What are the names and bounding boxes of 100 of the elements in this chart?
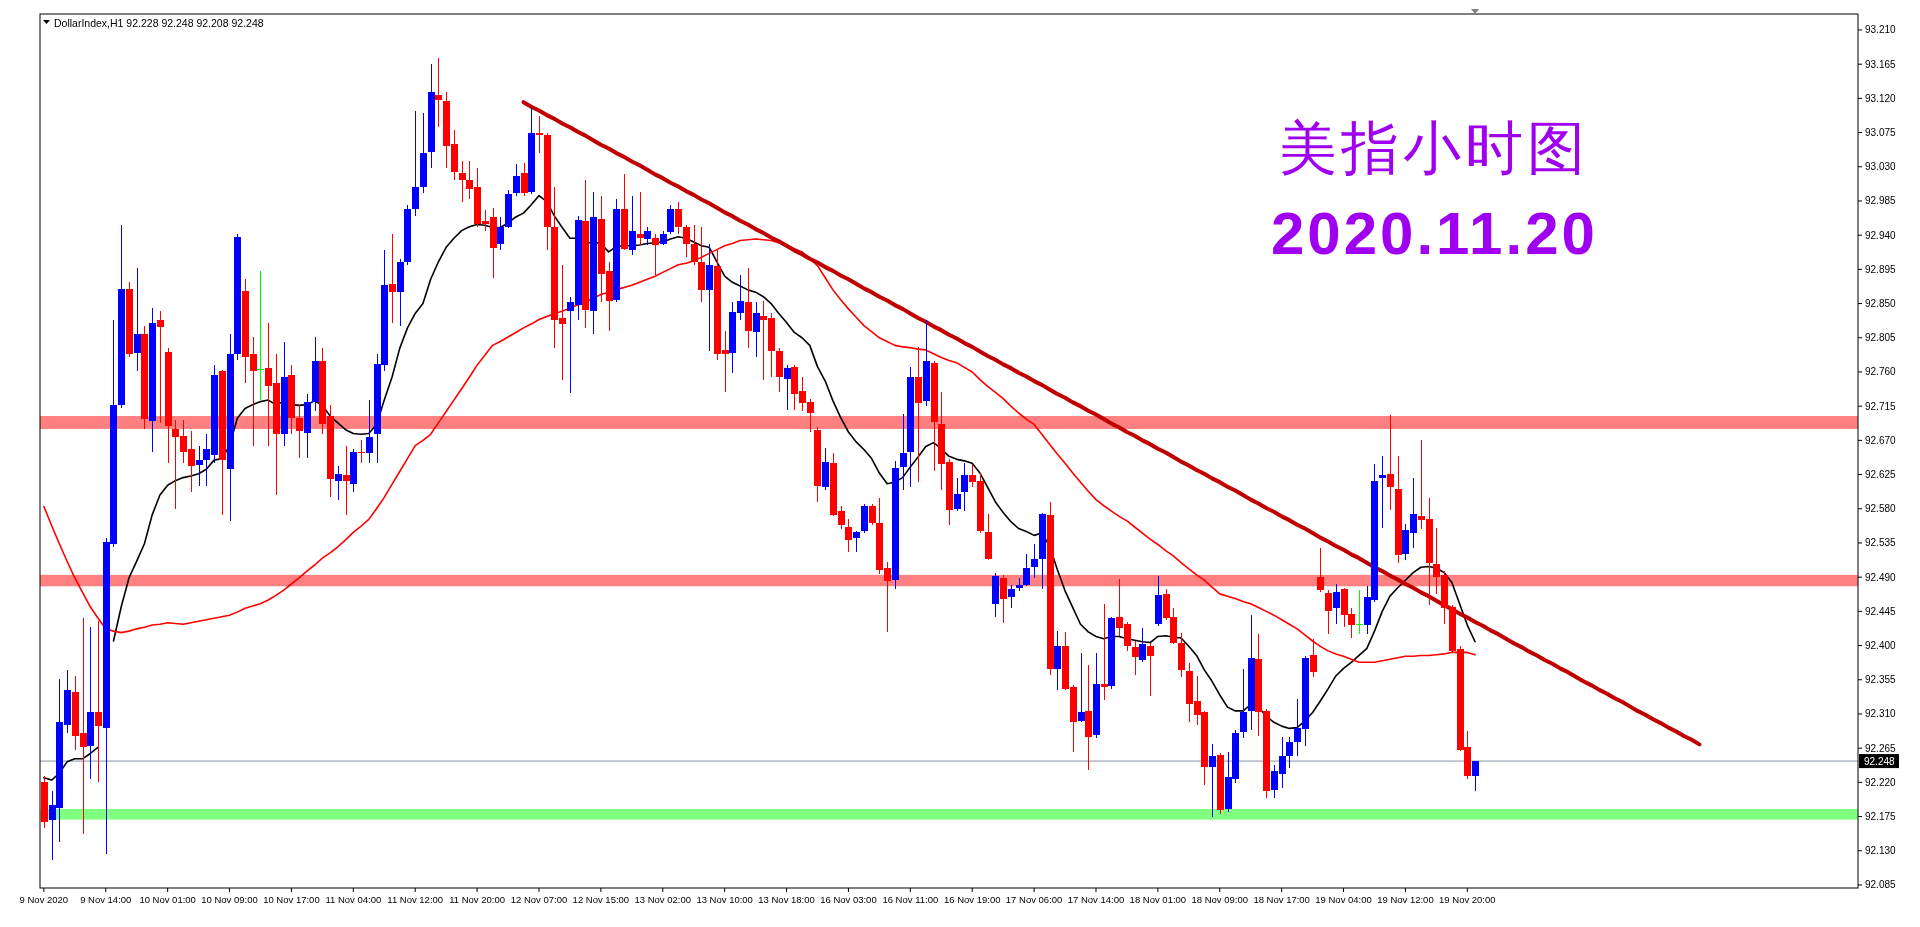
candlestick xyxy=(412,110,419,217)
y-tick-label: 92.400 xyxy=(1865,640,1897,652)
x-tick-label: 11 Nov 12:00 xyxy=(387,894,444,905)
candlestick xyxy=(459,160,466,203)
x-tick-label: 13 Nov 02:00 xyxy=(634,894,692,905)
candlestick xyxy=(134,267,141,372)
candlestick xyxy=(1054,630,1061,691)
candlestick xyxy=(1286,736,1293,769)
x-tick-label: 12 Nov 15:00 xyxy=(572,894,630,905)
x-tick-label: 9 Nov 14:00 xyxy=(80,894,132,905)
candlestick xyxy=(683,224,690,258)
x-tick-label: 10 Nov 17:00 xyxy=(263,894,320,905)
candlestick xyxy=(954,477,961,512)
candlestick xyxy=(513,163,520,197)
candlestick xyxy=(753,301,760,358)
x-tick-label: 16 Nov 03:00 xyxy=(820,894,877,905)
candlestick xyxy=(1209,743,1216,818)
candlestick xyxy=(1139,627,1146,663)
y-tick-label: 92.535 xyxy=(1865,537,1897,549)
y-tick-label: 92.625 xyxy=(1865,469,1897,481)
x-tick-label: 18 Nov 01:00 xyxy=(1129,894,1187,905)
line-series xyxy=(521,100,1702,747)
x-tick-label: 10 Nov 09:00 xyxy=(201,894,258,905)
candlestick xyxy=(1356,589,1363,635)
y-tick-label: 93.120 xyxy=(1865,92,1897,104)
candlestick xyxy=(366,399,373,464)
x-tick-label: 16 Nov 11:00 xyxy=(882,894,939,905)
x-tick-label: 11 Nov 04:00 xyxy=(325,894,382,905)
y-tick-label: 92.715 xyxy=(1865,400,1897,412)
y-tick-label: 92.355 xyxy=(1865,674,1897,686)
candlestick xyxy=(335,465,342,501)
candlestick xyxy=(845,518,852,553)
y-tick-label: 92.085 xyxy=(1865,879,1897,891)
y-tick-label: 92.985 xyxy=(1865,195,1897,207)
candlestick xyxy=(389,233,396,324)
y-tick-label: 92.760 xyxy=(1865,366,1897,378)
y-tick-label: 92.670 xyxy=(1865,434,1897,446)
candlestick xyxy=(784,364,791,411)
x-tick-label: 12 Nov 07:00 xyxy=(510,894,568,905)
y-tick-label: 93.165 xyxy=(1865,58,1897,70)
candlestick xyxy=(157,310,164,424)
y-tick-label: 93.075 xyxy=(1865,127,1897,139)
candlestick xyxy=(1317,547,1324,593)
y-tick-label: 92.130 xyxy=(1865,845,1897,857)
y-tick-label: 92.895 xyxy=(1865,263,1897,275)
y-tick-label: 92.850 xyxy=(1865,298,1897,310)
candlestick xyxy=(1008,584,1015,609)
y-tick-label: 93.210 xyxy=(1865,24,1897,36)
candlestick xyxy=(497,216,504,251)
x-tick-label: 13 Nov 18:00 xyxy=(758,894,815,905)
candlestick xyxy=(1240,668,1247,739)
candlestick xyxy=(644,226,651,246)
candlestick xyxy=(1325,589,1332,635)
candlestick xyxy=(961,462,968,512)
y-tick-label: 92.265 xyxy=(1865,742,1897,754)
candlestick xyxy=(869,503,876,526)
candlestick xyxy=(1387,414,1394,511)
text: 2020.11.20 xyxy=(1270,200,1598,267)
candlestick xyxy=(1023,553,1030,587)
candlestick xyxy=(257,270,264,401)
text: 美指小时图 xyxy=(1279,114,1590,182)
x-tick-label: 18 Nov 17:00 xyxy=(1253,894,1310,905)
candlestick xyxy=(853,530,860,553)
x-tick-label: 17 Nov 14:00 xyxy=(1067,894,1125,905)
x-tick-label: 10 Nov 01:00 xyxy=(139,894,196,905)
candlestick xyxy=(1031,543,1038,579)
y-tick-label: 92.580 xyxy=(1865,503,1897,515)
x-tick-label: 18 Nov 09:00 xyxy=(1191,894,1249,905)
x-tick-label: 17 Nov 06:00 xyxy=(1005,894,1063,905)
x-tick-label: 19 Nov 20:00 xyxy=(1439,894,1496,905)
candlestick xyxy=(1132,640,1139,676)
y-tick-label: 92.490 xyxy=(1865,571,1897,583)
candlestick xyxy=(629,195,636,256)
candlestick xyxy=(196,445,203,487)
y-tick-label: 92.220 xyxy=(1865,776,1897,788)
x-tick-label: 19 Nov 12:00 xyxy=(1377,894,1434,905)
y-tick-label: 92.445 xyxy=(1865,605,1897,617)
y-tick-label: 93.030 xyxy=(1865,161,1897,173)
candlestick xyxy=(667,204,674,235)
candlestick xyxy=(1078,652,1085,723)
x-tick-label: 16 Nov 19:00 xyxy=(943,894,1001,905)
candlestick xyxy=(1000,574,1007,624)
candlestick xyxy=(1147,642,1154,697)
candlestick xyxy=(1333,583,1340,625)
annotation: DollarIndex,H1 92.228 92.248 92.208 92.248 xyxy=(54,17,264,29)
y-tick-label: 92.310 xyxy=(1865,708,1897,720)
candlestick xyxy=(521,162,528,197)
candlestick xyxy=(675,201,682,235)
y-tick-label: 92.805 xyxy=(1865,332,1897,344)
x-tick-label: 19 Nov 04:00 xyxy=(1315,894,1372,905)
ref-line-label: 92.248 xyxy=(1864,755,1896,767)
candlestick xyxy=(1472,760,1479,792)
x-tick-label: 13 Nov 10:00 xyxy=(696,894,753,905)
x-tick-label: 9 Nov 2020 xyxy=(19,894,69,905)
x-tick-label: 11 Nov 20:00 xyxy=(449,894,505,905)
candlestick xyxy=(900,413,907,491)
y-tick-label: 92.175 xyxy=(1865,811,1897,823)
candlestick xyxy=(435,57,442,128)
candlestick xyxy=(296,404,303,459)
y-tick-label: 92.940 xyxy=(1865,229,1897,241)
